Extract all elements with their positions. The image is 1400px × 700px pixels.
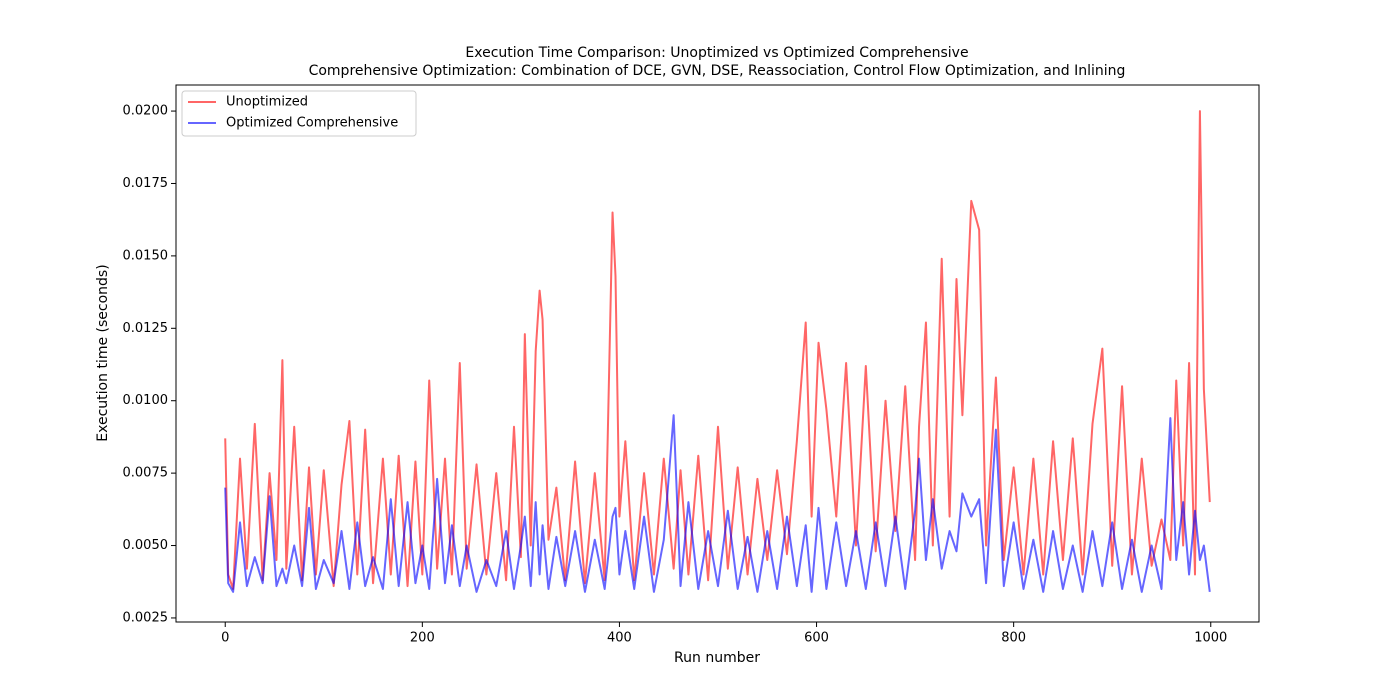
x-tick-label: 400 <box>607 631 632 646</box>
x-tick-label: 200 <box>410 631 435 646</box>
x-tick-label: 800 <box>1001 631 1026 646</box>
chart-subtitle: Comprehensive Optimization: Combination … <box>309 63 1126 79</box>
x-axis-label: Run number <box>674 650 760 666</box>
data-line <box>224 110 1211 590</box>
y-tick-label: 0.0050 <box>123 538 169 553</box>
legend: Unoptimized Optimized Comprehensive <box>181 90 417 137</box>
y-tick-label: 0.0100 <box>123 393 169 408</box>
x-tick-label: 600 <box>804 631 829 646</box>
y-tick-label: 0.0075 <box>123 466 169 481</box>
plot-frame <box>175 84 1260 623</box>
y-tick-label: 0.0025 <box>123 610 169 625</box>
y-tick-label: 0.0200 <box>123 104 169 119</box>
y-tick-label: 0.0125 <box>123 321 169 336</box>
legend-label: Unoptimized <box>226 95 308 110</box>
chart-title: Execution Time Comparison: Unoptimized v… <box>465 45 968 61</box>
legend-label: Optimized Comprehensive <box>226 116 398 131</box>
y-axis-label: Execution time (seconds) <box>95 264 111 441</box>
legend-box <box>181 90 417 137</box>
y-tick-label: 0.0150 <box>123 248 169 263</box>
x-tick-label: 1000 <box>1194 631 1227 646</box>
y-tick-label: 0.0175 <box>123 176 169 191</box>
x-tick-label: 0 <box>221 631 229 646</box>
data-line <box>224 414 1211 593</box>
